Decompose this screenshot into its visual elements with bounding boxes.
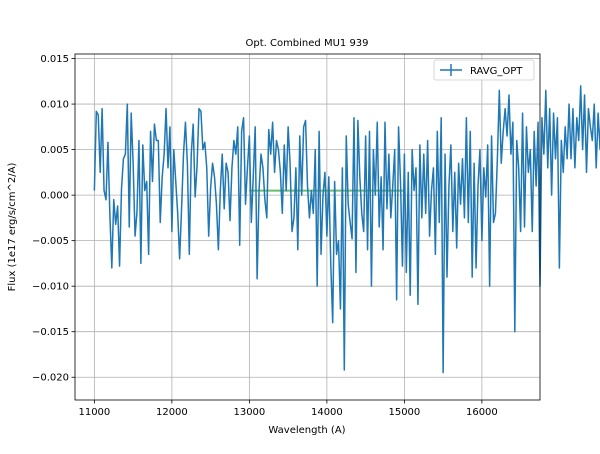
x-tick-label: 12000 xyxy=(156,407,188,418)
y-tick-label: −0.020 xyxy=(32,373,69,384)
series-layer xyxy=(93,85,600,374)
legend: RAVG_OPT xyxy=(433,59,535,81)
x-tick-label: 14000 xyxy=(311,407,343,418)
series-line-ravg-opt xyxy=(93,85,600,374)
plot-frame xyxy=(74,53,541,401)
y-tick-label: 0.005 xyxy=(40,145,69,156)
legend-box xyxy=(433,59,535,81)
y-tick-label: 0.015 xyxy=(40,54,69,65)
y-tick-label: −0.005 xyxy=(32,236,69,247)
chart-title: Opt. Combined MU1 939 xyxy=(245,38,368,49)
y-tick-label: 0.000 xyxy=(40,191,69,202)
y-tick-label: 0.010 xyxy=(40,100,69,111)
y-axis-label: Flux (1e17 erg/s/cm^2/A) xyxy=(7,163,18,292)
x-axis-label: Wavelength (A) xyxy=(268,425,345,436)
x-tick-label: 15000 xyxy=(388,407,420,418)
y-tick-label: −0.010 xyxy=(32,282,69,293)
legend-entry-ravg-opt: RAVG_OPT xyxy=(470,66,523,77)
x-tick-label: 11000 xyxy=(78,407,110,418)
y-axis: −0.020 −0.015 −0.010 −0.005 0.000 0.005 0.010 0… xyxy=(32,54,75,384)
x-tick-label: 13000 xyxy=(233,407,265,418)
x-axis: 11000 12000 13000 14000 15000 16000 xyxy=(78,400,498,418)
y-tick-label: −0.015 xyxy=(32,327,69,338)
x-tick-label: 16000 xyxy=(466,407,498,418)
